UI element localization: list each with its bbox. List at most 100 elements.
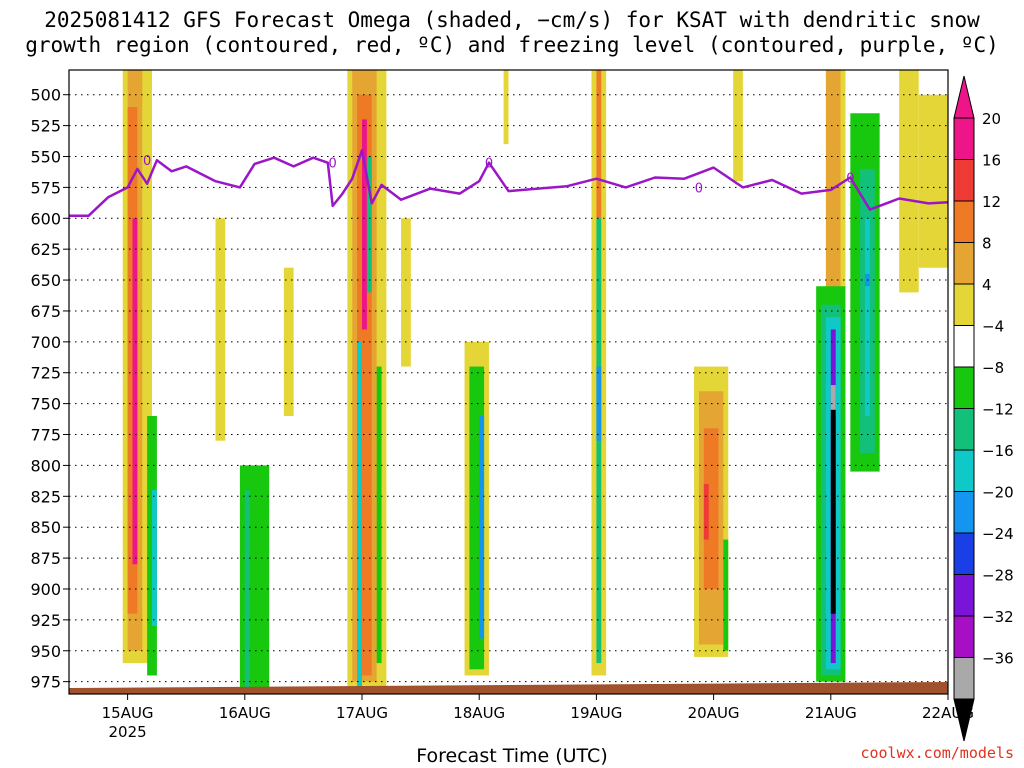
colorbar-swatch-11	[953, 532, 975, 575]
omega-cell-2-5	[357, 341, 362, 688]
x-tick-label-0: 15AUG	[102, 704, 154, 722]
colorbar-swatch-3	[953, 200, 975, 243]
colorbar-swatch-6	[953, 325, 975, 368]
y-tick-label-700: 700	[30, 333, 61, 352]
chart-title-line2: growth region (contoured, red, ºC) and f…	[25, 33, 999, 57]
colorbar-label-6: −8	[982, 359, 1004, 377]
omega-cell-2-3	[362, 119, 367, 330]
y-tick-label-675: 675	[30, 302, 61, 321]
y-tick-label-850: 850	[30, 518, 61, 537]
y-tick-label-575: 575	[30, 178, 61, 197]
colorbar-swatch-4	[953, 242, 975, 285]
colorbar-label-11: −28	[982, 567, 1014, 585]
colorbar-label-5: −4	[982, 318, 1004, 336]
omega-cell-5-3	[703, 483, 709, 540]
colorbar-swatch-12	[953, 574, 975, 617]
y-tick-label-825: 825	[30, 487, 61, 506]
y-tick-label-600: 600	[30, 209, 61, 228]
colorbar-label-1: 16	[982, 152, 1001, 170]
y-tick-label-750: 750	[30, 395, 61, 414]
y-tick-label-900: 900	[30, 580, 61, 599]
omega-cell-2-6	[376, 366, 382, 664]
y-tick-label-500: 500	[30, 86, 61, 105]
x-tick-label-2: 17AUG	[336, 704, 388, 722]
colorbar-label-2: 12	[982, 193, 1001, 211]
surface-ground	[69, 682, 948, 694]
colorbar-swatch-7	[953, 366, 975, 409]
x-tick-label-3: 18AUG	[453, 704, 505, 722]
credit-link[interactable]: coolwx.com/models	[860, 744, 1014, 762]
freezing-contour-label-4: 0	[846, 172, 854, 187]
colorbar-label-7: −12	[982, 401, 1014, 419]
colorbar-swatch-2	[953, 159, 975, 202]
y-tick-label-650: 650	[30, 271, 61, 290]
omega-cell-5-2	[703, 428, 719, 589]
omega-cell-6-6	[830, 385, 836, 416]
colorbar-top-arrow	[953, 75, 975, 119]
colorbar-swatch-10	[953, 491, 975, 534]
omega-streak-0	[215, 218, 226, 441]
plot-frame	[68, 69, 949, 695]
colorbar-label-13: −36	[982, 650, 1014, 668]
omega-cell-3-2	[479, 415, 485, 639]
y-tick-label-925: 925	[30, 611, 61, 630]
y-tick-label-875: 875	[30, 549, 61, 568]
colorbar: 20 16 12 8 4 −4 −8 −12 −16 −20 −24 −28 −32 −36	[953, 75, 1014, 742]
freezing-contour-label-3: 0	[695, 181, 703, 196]
colorbar-label-10: −24	[982, 525, 1014, 543]
omega-streak-4	[733, 70, 743, 182]
freezing-level-line	[69, 149, 949, 218]
x-year-label: 2025	[109, 723, 147, 741]
y-tick-label-550: 550	[30, 147, 61, 166]
omega-streak-3	[503, 70, 509, 145]
omega-cell-8-1	[918, 94, 948, 268]
omega-cell-1-1	[244, 490, 250, 688]
omega-streak-2	[401, 218, 411, 367]
colorbar-label-3: 8	[982, 235, 992, 253]
colorbar-label-0: 20	[982, 110, 1001, 128]
omega-cell-2-4	[366, 156, 372, 293]
grid	[69, 94, 948, 683]
y-tick-label-725: 725	[30, 364, 61, 383]
x-tick-label-6: 21AUG	[805, 704, 857, 722]
omega-cell-0-3	[132, 218, 138, 565]
colorbar-swatch-5	[953, 283, 975, 326]
x-tick-label-1: 16AUG	[219, 704, 271, 722]
colorbar-label-12: −32	[982, 608, 1014, 626]
x-tick-label-4: 19AUG	[570, 704, 622, 722]
colorbar-label-9: −20	[982, 484, 1014, 502]
colorbar-swatch-8	[953, 408, 975, 451]
freezing-contour-label-0: 0	[143, 154, 151, 169]
y-tick-label-800: 800	[30, 456, 61, 475]
colorbar-label-8: −16	[982, 442, 1014, 460]
colorbar-swatch-9	[953, 449, 975, 492]
colorbar-swatch-1	[953, 117, 975, 160]
freezing-level-contour: 0 0 0 0 0	[69, 149, 949, 218]
chart-title-line1: 2025081412 GFS Forecast Omega (shaded, −…	[44, 8, 980, 32]
colorbar-swatch-13	[953, 615, 975, 658]
y-tick-label-975: 975	[30, 673, 61, 692]
freezing-contour-label-1: 0	[329, 157, 337, 172]
y-tick-label-775: 775	[30, 426, 61, 445]
omega-cell-6-1	[825, 70, 841, 342]
y-tick-label-625: 625	[30, 240, 61, 259]
x-tick-label-5: 20AUG	[688, 704, 740, 722]
omega-cell-1-0	[239, 465, 270, 694]
omega-cell-5-4	[723, 539, 729, 651]
omega-streak-1	[283, 267, 294, 416]
y-axis: 500 525 550 575 600 625 650 675 700 725 750 775 800 8…	[30, 86, 69, 692]
surface-fill	[69, 682, 948, 694]
x-axis-title: Forecast Time (UTC)	[416, 745, 608, 767]
colorbar-label-4: 4	[982, 276, 992, 294]
omega-cell-7-2	[864, 218, 870, 416]
omega-cell-6-7	[830, 409, 836, 614]
colorbar-bottom-arrow	[953, 698, 975, 742]
y-tick-label-525: 525	[30, 117, 61, 136]
colorbar-swatch-14	[953, 657, 975, 700]
y-tick-label-950: 950	[30, 642, 61, 661]
omega-shading	[122, 70, 948, 694]
omega-cell-4-1	[596, 70, 602, 219]
freezing-contour-label-2: 0	[485, 157, 493, 172]
